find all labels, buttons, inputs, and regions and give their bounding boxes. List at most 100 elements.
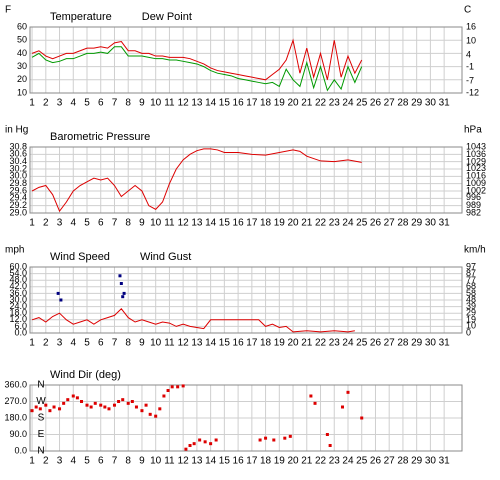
data-point: [288, 434, 292, 438]
x-tick-label: 14: [205, 338, 217, 349]
data-line: [31, 308, 355, 333]
y2-tick-label: 68: [466, 281, 476, 291]
y-tick-label: 40: [17, 48, 27, 58]
direction-label: N: [37, 380, 44, 391]
data-point: [309, 394, 313, 398]
data-point: [121, 295, 125, 299]
data-point: [38, 407, 42, 411]
legend-entry: Dew Point: [142, 11, 192, 23]
x-tick-label: 24: [342, 218, 354, 229]
data-point: [122, 291, 126, 295]
data-point: [346, 390, 350, 394]
y2-tick-label: 1016: [466, 171, 486, 181]
x-tick-label: 12: [178, 218, 190, 229]
x-tick-label: 25: [356, 338, 368, 349]
y-tick-label: 180.0: [4, 412, 27, 422]
x-tick-label: 22: [315, 338, 327, 349]
x-tick-label: 21: [301, 98, 313, 109]
x-tick-label: 14: [205, 456, 217, 467]
x-tick-label: 6: [98, 456, 104, 467]
y2-tick-label: 1002: [466, 186, 486, 196]
data-point: [80, 400, 84, 403]
x-tick-label: 24: [342, 338, 354, 349]
data-point: [148, 412, 152, 416]
y2-tick-label: 87: [466, 268, 476, 278]
x-tick-label: 6: [98, 218, 104, 229]
data-point: [340, 405, 344, 409]
y-tick-label: 18.0: [9, 308, 27, 318]
x-tick-label: 2: [43, 218, 49, 229]
direction-label: W: [36, 396, 46, 407]
x-tick-label: 17: [246, 338, 258, 349]
y-tick-label: 30.2: [9, 163, 27, 173]
x-tick-label: 26: [370, 218, 382, 229]
y2-tick-label: 4: [466, 50, 471, 60]
x-tick-label: 25: [356, 456, 368, 467]
x-tick-label: 3: [57, 98, 63, 109]
x-tick-label: 4: [70, 338, 76, 349]
y-tick-label: 10: [17, 87, 27, 97]
data-point: [119, 282, 123, 285]
y-tick-label: 60.0: [9, 261, 27, 271]
legend-entry: Wind Gust: [140, 251, 191, 263]
plot-area: [29, 26, 463, 94]
x-tick-label: 29: [411, 456, 423, 467]
y2-tick-label: 39: [466, 301, 476, 311]
data-point: [188, 444, 192, 447]
legend-entry: Temperature: [50, 11, 112, 23]
y-tick-label: 48.0: [9, 275, 27, 285]
x-tick-label: 10: [150, 98, 162, 109]
y2-tick-label: 1029: [466, 157, 486, 167]
x-tick-label: 28: [397, 218, 409, 229]
x-tick-label: 29: [411, 338, 423, 349]
x-tick-label: 27: [384, 218, 396, 229]
y2-tick-label: 0: [466, 327, 471, 337]
x-tick-label: 25: [356, 218, 368, 229]
y-tick-label: 30.4: [9, 156, 27, 166]
y2-tick-label: 58: [466, 288, 476, 298]
legend-entry: Wind Dir (deg): [50, 369, 121, 381]
x-tick-label: 17: [246, 98, 258, 109]
x-tick-label: 23: [329, 338, 341, 349]
x-tick-label: 6: [98, 338, 104, 349]
y-tick-label: 29.0: [9, 207, 27, 217]
x-tick-label: 27: [384, 98, 396, 109]
x-tick-label: 11: [164, 218, 175, 229]
x-tick-label: 29: [411, 218, 423, 229]
x-tick-label: 18: [260, 218, 272, 229]
y-tick-label: 50: [17, 35, 27, 45]
x-tick-label: 27: [384, 338, 396, 349]
data-point: [66, 398, 70, 402]
data-point: [134, 405, 138, 409]
y-tick-label: 270.0: [4, 396, 27, 406]
x-tick-label: 4: [70, 218, 76, 229]
y-tick-label: 30.8: [9, 141, 27, 151]
data-point: [176, 385, 180, 389]
y-tick-label: 60: [17, 21, 27, 31]
x-tick-label: 18: [260, 456, 272, 467]
x-tick-label: 28: [397, 338, 409, 349]
x-tick-label: 22: [315, 98, 327, 109]
x-tick-label: 30: [425, 338, 437, 349]
x-tick-label: 19: [274, 338, 286, 349]
data-point: [117, 400, 121, 403]
data-point: [264, 436, 268, 440]
y2-tick-label: 996: [466, 192, 481, 202]
x-tick-label: 30: [425, 98, 437, 109]
x-tick-label: 11: [164, 338, 175, 349]
x-tick-label: 2: [43, 338, 49, 349]
x-tick-label: 21: [301, 218, 313, 229]
data-point: [144, 403, 148, 407]
data-point: [52, 405, 56, 409]
x-tick-label: 8: [125, 218, 131, 229]
y2-tick-label: -1: [466, 61, 474, 71]
x-tick-label: 20: [287, 98, 299, 109]
y-tick-label: 30.6: [9, 149, 27, 159]
y2-tick-label: 10: [466, 36, 476, 46]
x-tick-label: 7: [112, 98, 118, 109]
x-tick-label: 9: [139, 98, 145, 109]
y2-tick-label: 1043: [466, 141, 486, 151]
legend-entry: Wind Speed: [50, 251, 110, 263]
y2-axis-label: km/h: [464, 245, 486, 256]
y-tick-label: 360.0: [4, 379, 27, 389]
